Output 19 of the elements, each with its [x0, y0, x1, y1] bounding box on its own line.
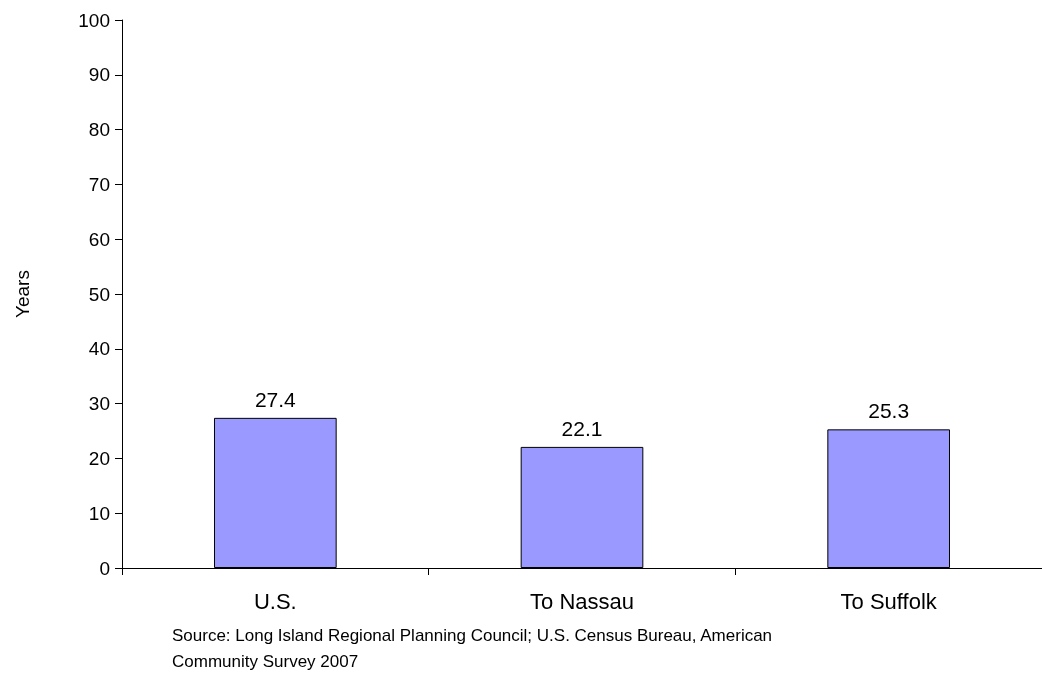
- y-tick-label: 30: [88, 393, 110, 415]
- y-tick-label: 20: [88, 447, 110, 469]
- y-tick-label: 70: [88, 173, 110, 195]
- y-tick-label: 100: [78, 9, 110, 31]
- y-tick-label: 60: [88, 228, 110, 250]
- x-tick-label: To Nassau: [530, 588, 634, 614]
- y-axis-title: Years: [12, 270, 33, 318]
- data-label: 27.4: [254, 387, 297, 411]
- y-tick-label: 80: [88, 119, 110, 141]
- data-label: 25.3: [868, 399, 910, 423]
- x-tick-label: To Suffolk: [840, 588, 938, 614]
- y-tick-label: 10: [88, 502, 110, 524]
- y-tick-label: 0: [99, 557, 110, 579]
- x-tick-label: U.S.: [253, 588, 297, 614]
- y-tick-label: 90: [88, 64, 110, 86]
- source-note: Source: Long Island Regional Planning Council; U.S. Census Bureau, American Community Survey 2007: [172, 625, 777, 671]
- y-tick-label: 50: [88, 283, 110, 305]
- data-label: 22.1: [561, 416, 603, 440]
- y-tick-label: 40: [88, 338, 110, 360]
